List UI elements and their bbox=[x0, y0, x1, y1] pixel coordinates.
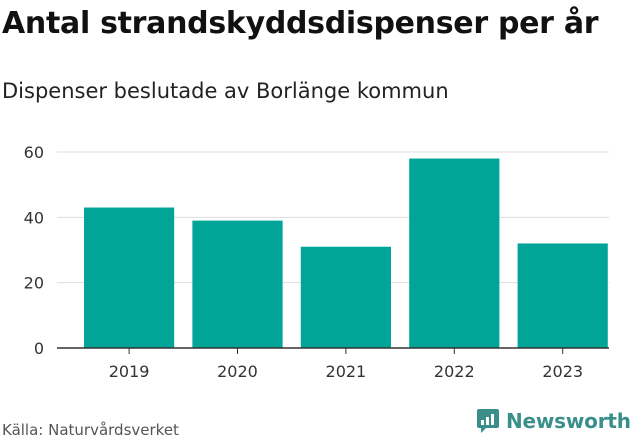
x-tick-label: 2023 bbox=[542, 362, 583, 381]
bar-2021 bbox=[300, 246, 391, 348]
bar-2019 bbox=[84, 207, 175, 348]
y-tick-label: 0 bbox=[34, 339, 44, 358]
y-tick-label: 20 bbox=[24, 274, 44, 293]
x-axis-ticks: 2019 2020 2021 2022 2023 bbox=[57, 347, 609, 381]
x-tick-label: 2021 bbox=[326, 362, 367, 381]
bar-2022 bbox=[409, 158, 500, 348]
chart-title: Antal strandskyddsdispenser per år bbox=[2, 6, 599, 41]
bars bbox=[84, 158, 608, 348]
x-tick-label: 2019 bbox=[109, 362, 150, 381]
brand-name: Newsworthy bbox=[506, 409, 631, 433]
y-axis-ticks: 0 20 40 60 bbox=[24, 143, 44, 358]
chart-subtitle: Dispenser beslutade av Borlänge kommun bbox=[2, 79, 449, 103]
bar-2023 bbox=[517, 243, 608, 348]
y-tick-label: 40 bbox=[24, 208, 44, 227]
newsworthy-logo-icon bbox=[477, 409, 499, 433]
source-note: Källa: Naturvårdsverket bbox=[2, 421, 179, 439]
x-tick-label: 2020 bbox=[217, 362, 258, 381]
y-tick-label: 60 bbox=[24, 143, 44, 162]
bar-2020 bbox=[192, 220, 283, 348]
bar-chart: 0 20 40 60 2019 2020 2021 2022 2023 bbox=[24, 143, 609, 381]
x-tick-label: 2022 bbox=[434, 362, 475, 381]
brand-logo: Newsworthy bbox=[476, 408, 631, 434]
